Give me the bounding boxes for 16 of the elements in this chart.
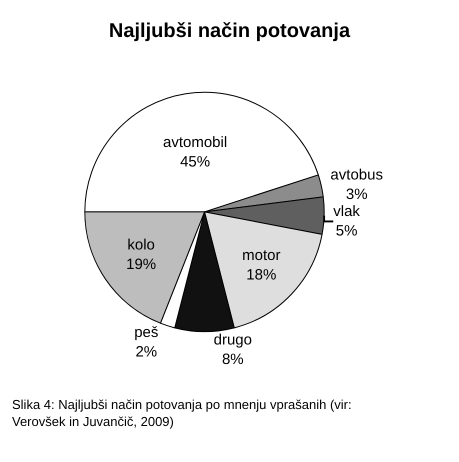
slice-label: avtobus (330, 166, 383, 184)
data-label: 2% (135, 344, 158, 360)
chart-title: Najljubši način potovanja (108, 20, 351, 42)
data-label: 8% (222, 351, 244, 368)
data-label: 18% (246, 266, 276, 284)
data-label: 5% (336, 222, 358, 240)
slice-label: drugo (214, 332, 252, 349)
slice-label: motor (242, 247, 280, 264)
data-label: 45% (180, 154, 210, 171)
slice-label: vlak (333, 203, 360, 220)
data-label: 19% (126, 256, 156, 274)
data-label: 3% (346, 186, 368, 204)
slice-label: peš (134, 324, 158, 341)
slice-label: avtomobil (162, 134, 228, 152)
slice-label: kolo (127, 236, 155, 254)
text: Slika 4: Najljubši način potovanja po mnenju vprašanih (vir: Verovšek in Juvančič, 2009) (12, 397, 352, 429)
